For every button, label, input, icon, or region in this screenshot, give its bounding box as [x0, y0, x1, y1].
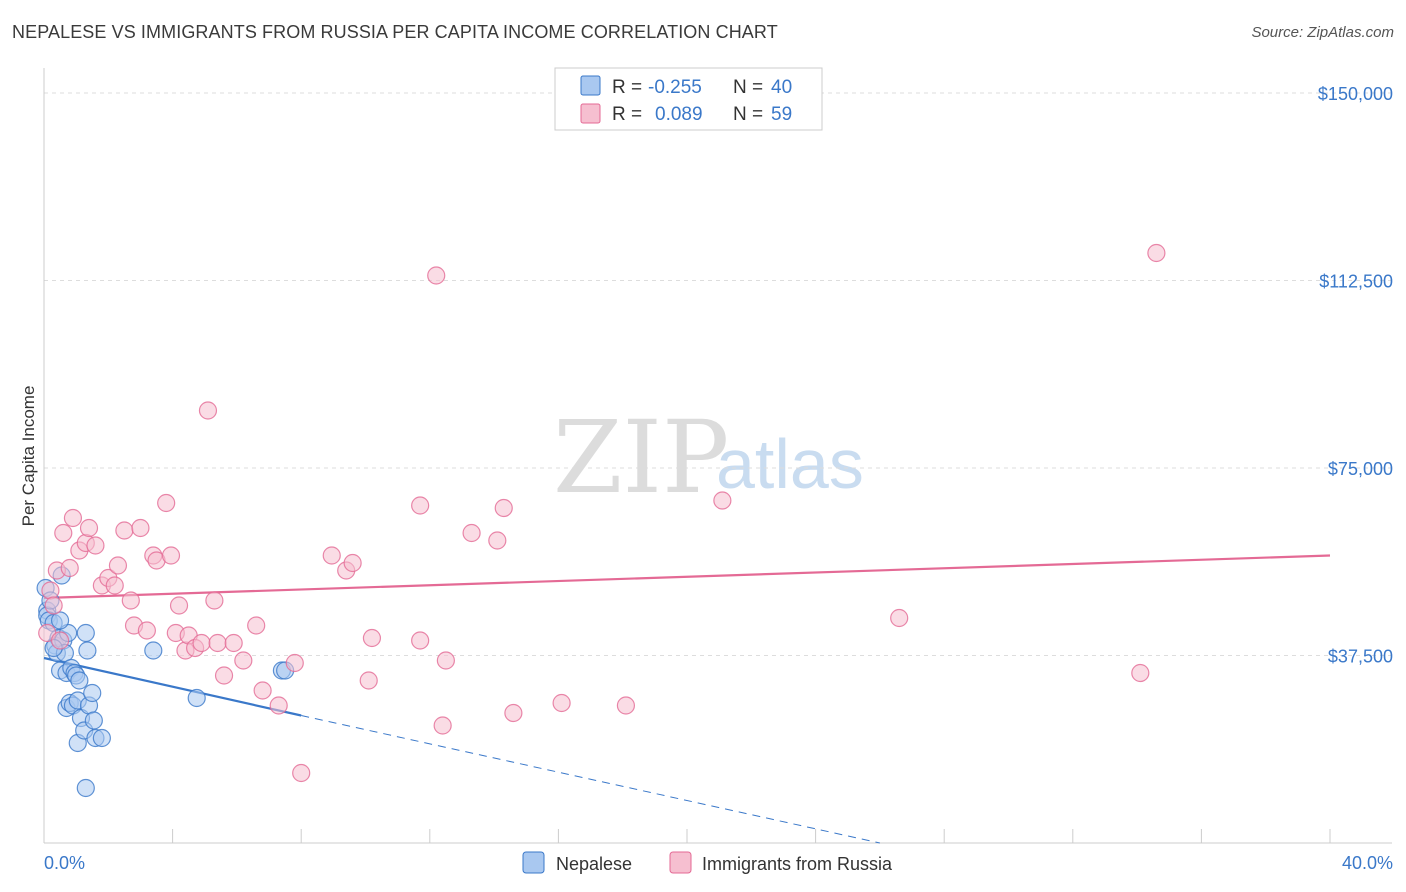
data-point-pink: [362, 628, 382, 648]
data-point-pink: [552, 693, 571, 713]
data-point-blue: [78, 641, 97, 660]
data-point-blue: [50, 611, 70, 630]
legend-n-label-russia: N =: [733, 104, 763, 125]
data-point-pink: [285, 653, 304, 673]
bottom-legend-label-nepalese: Nepalese: [556, 854, 632, 874]
trend-line-pink: [43, 554, 1331, 600]
y-tick-label: $75,000: [1328, 459, 1393, 479]
legend-n-value-nepalese: 40: [771, 77, 792, 98]
trend-lines: [43, 554, 1331, 844]
data-point-pink: [1131, 663, 1150, 683]
data-point-pink: [63, 508, 83, 528]
legend-r-value-russia: 0.089: [655, 104, 703, 125]
trend-line-extension: [301, 715, 881, 844]
data-point-pink: [86, 536, 105, 555]
data-point-pink: [214, 666, 234, 685]
legend-n-label-nepalese: N =: [733, 77, 763, 98]
data-point-pink: [504, 703, 523, 723]
data-point-blue: [83, 683, 102, 703]
data-point-pink: [208, 633, 227, 653]
x-tick-label-min: 0.0%: [44, 853, 85, 873]
legend-swatch-nepalese: [580, 75, 601, 96]
data-point-pink: [44, 596, 63, 615]
data-point-blue: [70, 671, 89, 690]
data-point-pink: [137, 621, 156, 640]
data-point-pink: [488, 531, 507, 550]
y-tick-label: $37,500: [1328, 647, 1393, 667]
data-point-pink: [157, 493, 176, 513]
data-point-pink: [205, 591, 224, 610]
data-point-pink: [131, 518, 150, 538]
data-point-pink: [890, 608, 909, 628]
legend-r-value-nepalese: -0.255: [648, 77, 702, 98]
data-point-pink: [60, 558, 79, 578]
data-point-pink: [234, 651, 253, 670]
data-point-pink: [108, 556, 128, 575]
data-point-pink: [436, 651, 455, 670]
data-point-pink: [292, 763, 311, 783]
data-point-pink: [169, 596, 189, 615]
data-point-blue: [76, 778, 95, 798]
source-credit: Source: ZipAtlas.com: [1251, 24, 1394, 41]
data-point-pink: [269, 696, 288, 715]
data-point-pink: [161, 546, 181, 565]
legend-swatch-russia: [580, 103, 601, 124]
watermark-atlas: atlas: [716, 425, 864, 503]
data-points: [36, 243, 1166, 798]
data-point-pink: [121, 591, 140, 610]
stats-legend: R = -0.255 N = 40 R = 0.089 N = 59: [554, 67, 823, 131]
data-point-pink: [359, 671, 378, 690]
data-point-pink: [54, 523, 73, 543]
data-point-blue: [144, 641, 163, 660]
data-point-pink: [192, 633, 211, 653]
grid-lines: [44, 92, 1392, 656]
data-point-pink: [224, 633, 243, 653]
legend-r-label-nepalese: R =: [612, 77, 642, 98]
data-point-pink: [411, 631, 430, 650]
data-point-blue: [84, 711, 103, 730]
data-point-pink: [115, 521, 134, 540]
legend-n-value-russia: 59: [771, 104, 792, 125]
data-point-pink: [713, 491, 732, 510]
data-point-pink: [433, 716, 452, 735]
data-point-blue: [187, 688, 206, 708]
x-tick-marks: [43, 829, 1331, 843]
data-point-pink: [247, 616, 266, 635]
chart-title: NEPALESE VS IMMIGRANTS FROM RUSSIA PER C…: [12, 22, 778, 42]
x-tick-label-max: 40.0%: [1342, 853, 1393, 873]
data-point-pink: [411, 496, 430, 515]
data-point-pink: [462, 523, 481, 543]
y-tick-label: $112,500: [1319, 272, 1393, 292]
data-point-pink: [427, 266, 446, 285]
data-point-pink: [616, 696, 636, 715]
data-point-pink: [253, 681, 272, 700]
bottom-legend-label-russia: Immigrants from Russia: [702, 854, 893, 874]
data-point-pink: [105, 576, 124, 595]
series-legend: Nepalese Immigrants from Russia: [522, 851, 893, 874]
axes: [43, 68, 1392, 844]
data-point-pink: [343, 553, 362, 573]
data-point-pink: [50, 631, 70, 650]
trend-line-blue: [43, 656, 302, 717]
watermark-zip: ZIP: [553, 399, 729, 516]
y-axis-label: Per Capita Income: [19, 386, 38, 527]
bottom-legend-swatch-russia: [669, 851, 692, 874]
data-point-pink: [41, 581, 60, 600]
data-point-pink: [494, 498, 513, 518]
y-tick-labels: $37,500 $75,000 $112,500 $150,000: [1318, 84, 1393, 667]
data-point-pink: [1147, 243, 1166, 263]
y-tick-label: $150,000: [1318, 84, 1393, 104]
bottom-legend-swatch-nepalese: [522, 851, 545, 874]
data-point-pink: [198, 401, 218, 420]
data-point-blue: [76, 623, 95, 643]
legend-r-label-russia: R =: [612, 104, 642, 125]
data-point-pink: [79, 518, 99, 538]
data-point-blue: [92, 728, 111, 748]
data-point-pink: [322, 546, 341, 565]
